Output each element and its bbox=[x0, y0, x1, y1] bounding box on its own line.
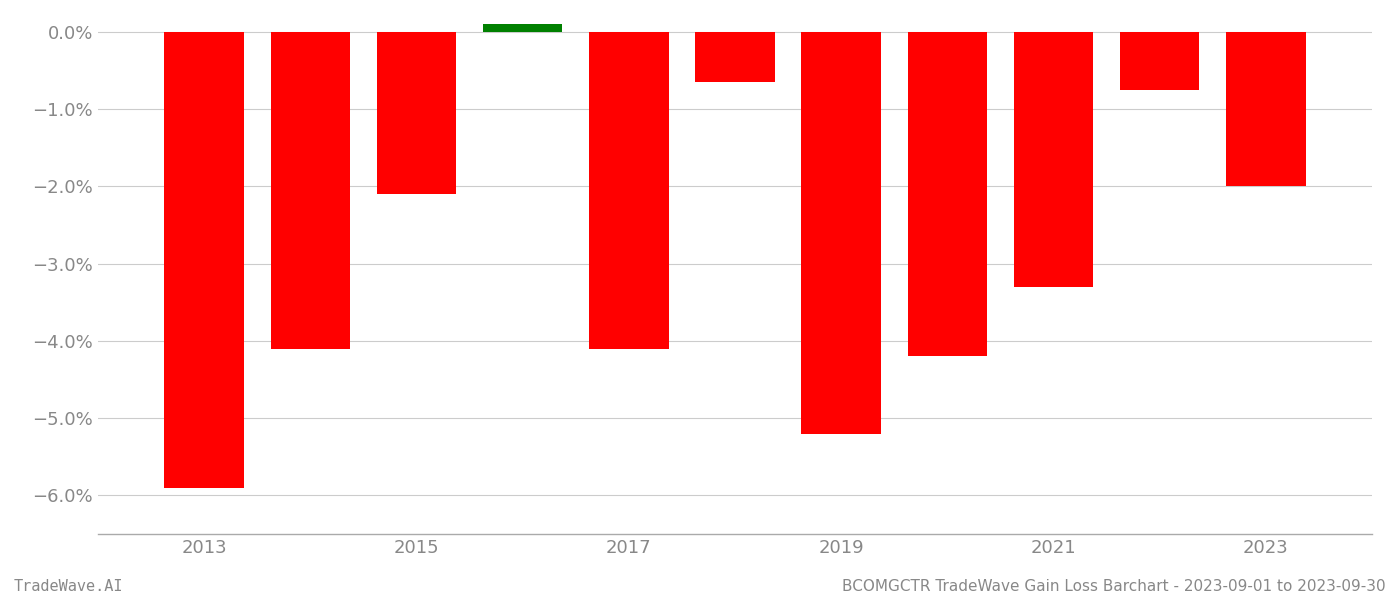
Bar bbox=[907, 32, 987, 356]
Bar bbox=[1226, 32, 1306, 187]
Text: BCOMGCTR TradeWave Gain Loss Barchart - 2023-09-01 to 2023-09-30: BCOMGCTR TradeWave Gain Loss Barchart - … bbox=[843, 579, 1386, 594]
Bar bbox=[696, 32, 774, 82]
Bar bbox=[270, 32, 350, 349]
Bar bbox=[801, 32, 881, 434]
Bar bbox=[377, 32, 456, 194]
Bar bbox=[483, 24, 563, 32]
Bar bbox=[164, 32, 244, 488]
Bar bbox=[1120, 32, 1200, 90]
Bar bbox=[1014, 32, 1093, 287]
Bar bbox=[589, 32, 669, 349]
Text: TradeWave.AI: TradeWave.AI bbox=[14, 579, 123, 594]
